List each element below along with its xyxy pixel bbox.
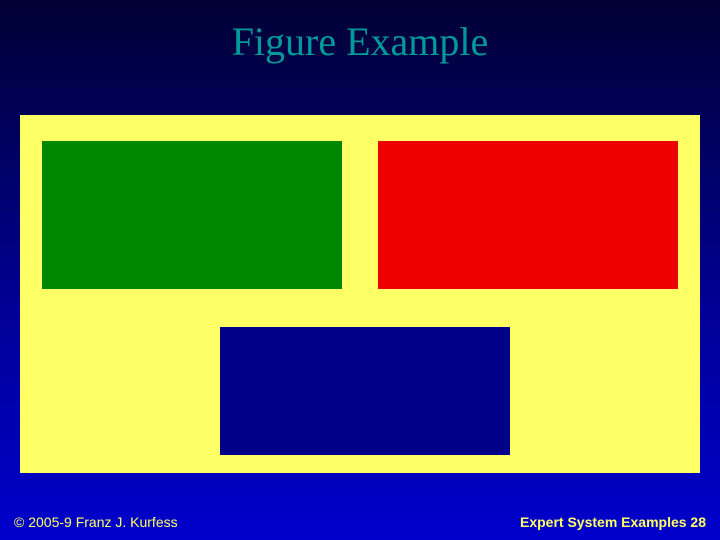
page-info: Expert System Examples 28 bbox=[520, 514, 706, 530]
slide-title: Figure Example bbox=[0, 0, 720, 65]
box-green bbox=[42, 141, 342, 289]
footer: © 2005-9 Franz J. Kurfess Expert System … bbox=[0, 514, 720, 530]
figure-panel bbox=[20, 115, 700, 473]
box-red bbox=[378, 141, 678, 289]
copyright-text: © 2005-9 Franz J. Kurfess bbox=[14, 514, 178, 530]
box-blue bbox=[220, 327, 510, 455]
